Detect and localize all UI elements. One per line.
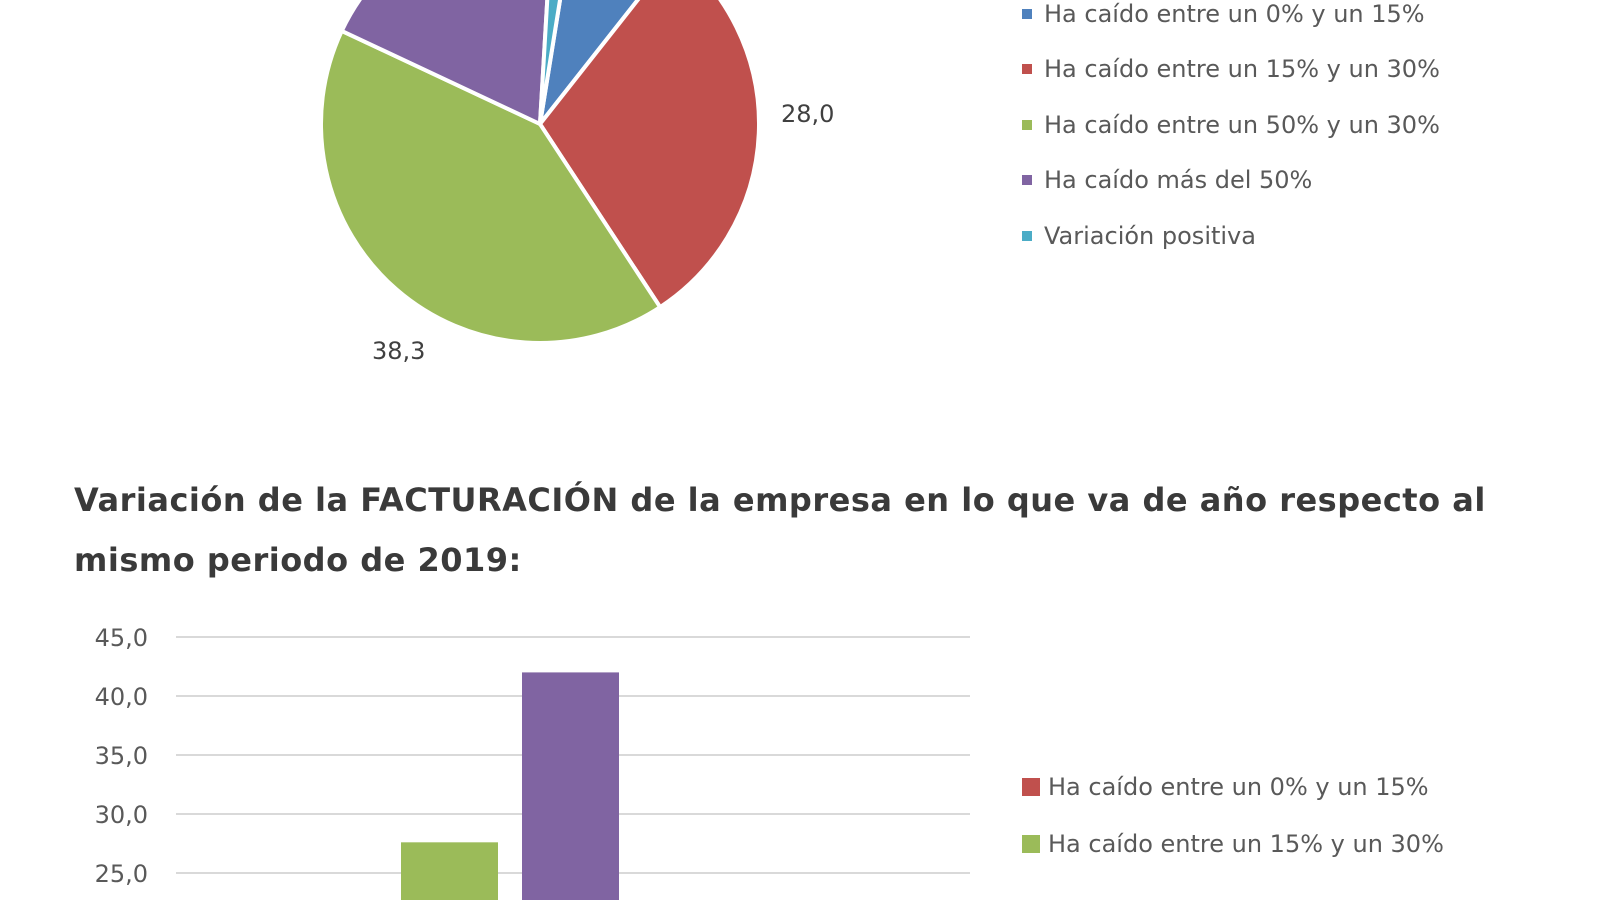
bar [522, 672, 619, 900]
pie-slice [319, 28, 663, 345]
pie-legend-label: Ha caído más del 50% [1044, 166, 1313, 194]
bar-legend-label: Ha caído entre un 15% y un 30% [1048, 830, 1444, 858]
pie-slice [538, 0, 761, 310]
pie-legend-label: Variación positiva [1044, 222, 1256, 250]
pie-legend-label: Ha caído entre un 0% y un 15% [1044, 0, 1425, 28]
pie-legend-label: Ha caído entre un 15% y un 30% [1044, 55, 1440, 83]
bar-legend-label: Ha caído entre un 0% y un 15% [1048, 773, 1429, 801]
legend-swatch [1022, 9, 1032, 19]
y-tick-label: 40,0 [95, 683, 148, 711]
y-tick-label: 35,0 [95, 742, 148, 770]
bar [401, 842, 498, 900]
pie-legend-item: Ha caído entre un 50% y un 30% [1022, 111, 1440, 139]
section-title: Variación de la FACTURACIÓN de la empres… [74, 481, 1486, 579]
pie-legend-item: Ha caído más del 50% [1022, 166, 1312, 194]
bar-chart: 25,0 30,0 35,0 40,0 45,0 [95, 624, 970, 900]
pie-data-label: 28,0 [781, 100, 835, 128]
pie-data-label: 38,3 [372, 337, 426, 365]
legend-swatch [1022, 64, 1032, 74]
pie-legend-item: Ha caído entre un 0% y un 15% [1022, 0, 1425, 28]
legend-swatch [1022, 120, 1032, 130]
pie-slice [538, 0, 563, 126]
pie-chart [319, 0, 761, 345]
bar-legend-item: Ha caído entre un 15% y un 30% [1022, 830, 1444, 858]
pie-legend-label: Ha caído entre un 50% y un 30% [1044, 111, 1440, 139]
legend-swatch [1022, 778, 1040, 796]
pie-slice [339, 0, 550, 126]
y-tick-label: 30,0 [95, 801, 148, 829]
y-tick-label: 25,0 [95, 860, 148, 888]
legend-swatch [1022, 175, 1032, 185]
legend-swatch [1022, 231, 1032, 241]
pie-legend-item: Ha caído entre un 15% y un 30% [1022, 55, 1440, 83]
pie-legend-item: Variación positiva [1022, 222, 1256, 250]
legend-swatch [1022, 835, 1040, 853]
bar-legend-item: Ha caído entre un 0% y un 15% [1022, 773, 1429, 801]
y-tick-label: 45,0 [95, 624, 148, 652]
